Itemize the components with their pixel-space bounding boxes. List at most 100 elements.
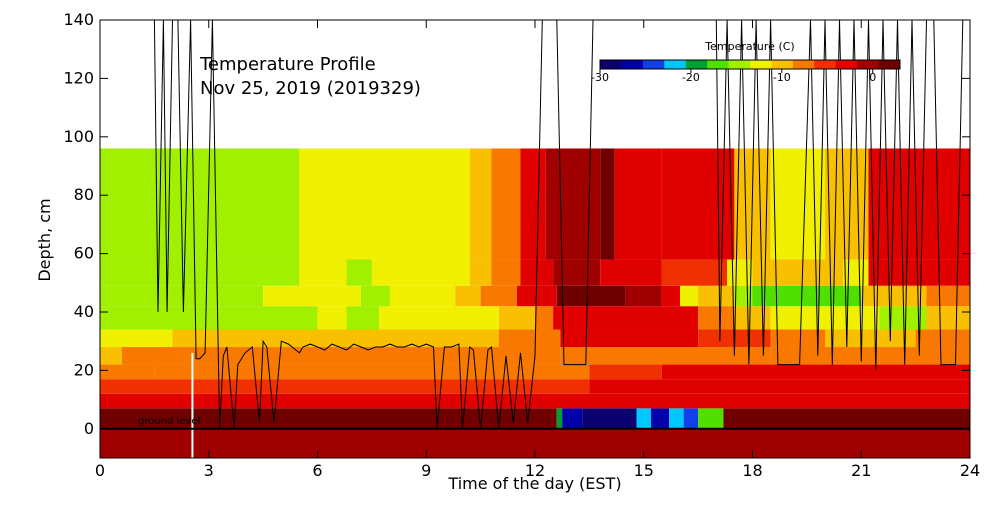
x-axis-ticks: 0 3 6 9 12 15 18 21 24 [95, 20, 980, 480]
heatmap-cell [556, 285, 626, 307]
heatmap-cell [317, 306, 347, 330]
colorbar-swatch [835, 60, 858, 69]
colorbar-swatch [685, 60, 708, 69]
heatmap-cell [752, 259, 844, 286]
heatmap-cell [625, 285, 662, 307]
heatmap-cell [825, 329, 916, 348]
heatmap-cell [100, 148, 300, 260]
x-axis-title: Time of the day (EST) [447, 474, 621, 493]
x-tick-label: 24 [960, 461, 980, 480]
ground-level-group: ground level [100, 416, 970, 430]
heatmap-cell [520, 148, 546, 260]
heatmap-cell [636, 408, 651, 429]
colorbar-tick-label: -30 [591, 71, 609, 84]
heatmap-cell [770, 306, 880, 330]
heatmap-cell [683, 408, 699, 429]
heatmap-cell [770, 148, 825, 260]
heatmap-cell [560, 347, 771, 365]
heatmap-cell [843, 259, 869, 286]
heatmap-cell [100, 347, 122, 365]
heatmap-cell [299, 259, 347, 286]
heatmap-cell [469, 259, 492, 286]
heatmap-cell [600, 148, 615, 260]
heatmap-cell [752, 285, 862, 307]
colorbar-tick-label: 0 [869, 71, 876, 84]
heatmap-cell [589, 379, 970, 394]
colorbar-swatch [771, 60, 794, 69]
colorbar-title: Temperature (C) [704, 40, 794, 53]
colorbar-swatch [857, 60, 880, 69]
colorbar-tick-label: -20 [682, 71, 700, 84]
heatmap-cells [100, 148, 970, 458]
heatmap-cell [553, 306, 699, 330]
x-tick-label: 15 [634, 461, 654, 480]
heatmap-cell [100, 306, 318, 330]
heatmap-cell [661, 285, 680, 307]
heatmap-cell [516, 285, 557, 307]
heatmap-cell [346, 306, 380, 330]
heatmap-cell [734, 306, 771, 330]
y-tick-label: 100 [63, 127, 94, 146]
ground-level-label: ground level [138, 416, 200, 427]
heatmap-cell [172, 329, 499, 348]
heatmap-cell [361, 285, 390, 307]
heatmap-cell [100, 379, 590, 394]
colorbar-swatch [707, 60, 730, 69]
heatmap-cell [498, 306, 535, 330]
heatmap-cell [600, 259, 662, 286]
heatmap-cell [371, 259, 470, 286]
heatmap-cell [154, 364, 590, 380]
x-tick-label: 21 [851, 461, 871, 480]
x-tick-label: 12 [525, 461, 545, 480]
colorbar-swatch [621, 60, 644, 69]
colorbar-swatch [600, 60, 622, 69]
y-tick-label: 80 [74, 185, 94, 204]
y-tick-label: 140 [63, 10, 94, 29]
colorbar-swatch [728, 60, 751, 69]
heatmap-cell [669, 408, 684, 429]
heatmap-cell [825, 148, 869, 260]
heatmap-cell [455, 285, 481, 307]
heatmap-cell [100, 285, 264, 307]
x-tick-label: 9 [421, 461, 431, 480]
heatmap-cell [698, 285, 735, 307]
heatmap-cell [614, 148, 662, 260]
heatmap-cell [879, 347, 970, 365]
heatmap-cell [491, 259, 521, 286]
y-tick-label: 0 [84, 419, 94, 438]
colorbar-frame [599, 59, 901, 70]
heatmap-cell [868, 148, 970, 260]
heatmap-cell [562, 408, 583, 429]
heatmap-cell [582, 408, 637, 429]
y-tick-label: 60 [74, 244, 94, 263]
heatmap-cell [915, 329, 970, 348]
series-line [153, 19, 597, 429]
heatmap-cell [545, 148, 601, 260]
heatmap-cell [727, 259, 753, 286]
heatmap-cell [770, 347, 880, 365]
heatmap-cell [480, 285, 517, 307]
colorbar-swatch [664, 60, 687, 69]
heatmap-cell [770, 329, 825, 348]
heatmap-cell [879, 306, 927, 330]
heatmap-cell [661, 259, 728, 286]
heatmap-cell [680, 285, 699, 307]
heatmap-cell [698, 306, 735, 330]
heatmap-cell [100, 259, 300, 286]
heatmap-cell [723, 408, 970, 429]
heatmap-cell [379, 306, 499, 330]
heatmap-cell [868, 259, 970, 286]
colorbar-swatch [642, 60, 665, 69]
chart-subtitle: Nov 25, 2019 (2019329) [200, 78, 421, 99]
colorbar-swatch [750, 60, 772, 69]
heatmap-cell [390, 285, 456, 307]
heatmap-cell [299, 148, 318, 260]
heatmap-cell [100, 329, 173, 348]
heatmap-cell [346, 259, 372, 286]
heatmap-cell [589, 364, 662, 380]
heatmap-cell [926, 306, 970, 330]
heatmap-cell [926, 285, 970, 307]
y-tick-label: 120 [63, 68, 94, 87]
